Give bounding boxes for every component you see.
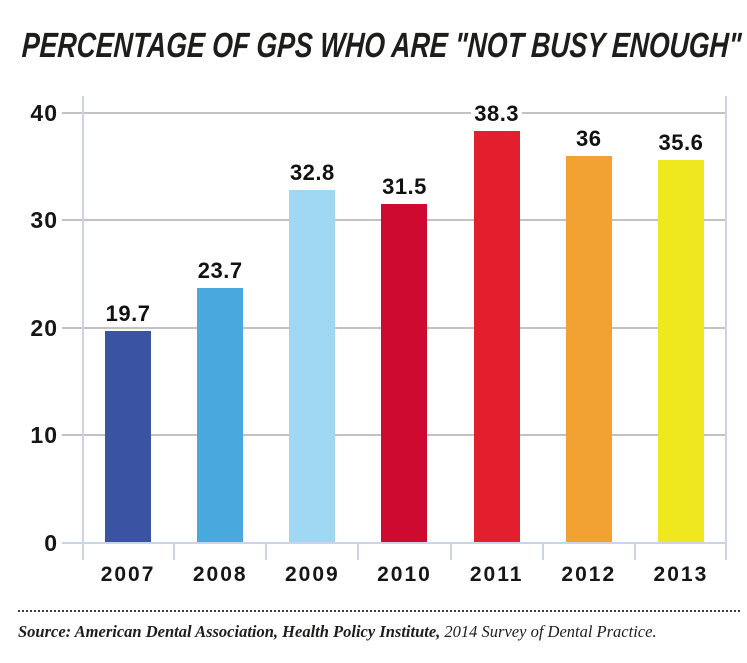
bar-2008 <box>197 287 244 543</box>
y-tick-label-0: 0 <box>44 530 58 556</box>
bars-container: 19.7 2007 23.7 2008 32.8 2009 31.5 2010 38.3 2011… <box>82 96 727 586</box>
x-axis-tick-1 <box>173 543 176 560</box>
gridline-40 <box>62 111 727 114</box>
bar-column-2011: 38.3 2011 <box>451 96 543 586</box>
bar-value-label-2009: 32.8 <box>266 160 358 185</box>
x-tick-label-2008: 2008 <box>192 563 248 586</box>
bar-column-2010: 31.5 2010 <box>358 96 450 586</box>
bar-column-2013: 35.6 2013 <box>635 96 727 586</box>
gridline-0 <box>62 542 727 544</box>
bar-value-text-2012: 36 <box>573 125 605 151</box>
source-note: Source: American Dental Association, Hea… <box>18 622 657 642</box>
y-axis-line <box>82 96 84 560</box>
bar-2007 <box>105 330 152 543</box>
x-tick-label-2013: 2013 <box>653 563 709 586</box>
bar-2011 <box>473 130 520 543</box>
x-axis-tick-2 <box>265 543 268 560</box>
bar-value-text-2008: 23.7 <box>194 257 246 283</box>
x-axis-tick-6 <box>633 543 636 560</box>
bar-value-label-2013: 35.6 <box>635 129 727 155</box>
x-tick-label-2009: 2009 <box>284 563 340 586</box>
bar-value-label-2012: 36 <box>543 125 635 151</box>
plot-right-border <box>725 96 727 560</box>
bar-2009 <box>289 190 336 543</box>
bar-value-text-2013: 35.6 <box>655 129 707 155</box>
x-tick-label-2011: 2011 <box>469 563 524 586</box>
bar-2010 <box>381 203 428 543</box>
chart-title: PERCENTAGE OF GPS WHO ARE "NOT BUSY ENOU… <box>20 26 743 65</box>
bar-value-text-2007: 19.7 <box>102 300 154 326</box>
x-tick-label-2007: 2007 <box>100 563 156 586</box>
x-axis-tick-4 <box>449 543 452 560</box>
x-tick-label-2010: 2010 <box>377 563 432 586</box>
bar-2012 <box>565 155 612 543</box>
y-tick-label-40: 40 <box>30 99 58 126</box>
bar-column-2012: 36 2012 <box>543 96 635 586</box>
y-tick-label-30: 30 <box>30 207 58 234</box>
x-tick-label-2012: 2012 <box>561 563 617 586</box>
x-axis-tick-3 <box>357 543 360 560</box>
bar-value-label-2007: 19.7 <box>82 300 174 326</box>
bar-value-text-2011: 38.3 <box>471 100 523 126</box>
x-axis-tick-5 <box>541 543 544 560</box>
bar-value-text-2009: 32.8 <box>286 160 338 185</box>
source-note-bold: Source: American Dental Association, Hea… <box>18 622 441 641</box>
bar-2013 <box>657 159 704 543</box>
dotted-divider <box>18 610 740 612</box>
bar-chart: 0 10 20 30 40 19.7 2007 23.7 2008 32.8 2009 31.5 20… <box>30 96 727 586</box>
bar-value-text-2010: 31.5 <box>379 173 430 199</box>
bar-column-2007: 19.7 2007 <box>82 96 174 586</box>
bar-value-label-2011: 38.3 <box>451 100 543 126</box>
y-tick-label-10: 10 <box>30 422 58 449</box>
bar-value-label-2008: 23.7 <box>174 257 266 283</box>
bar-column-2009: 32.8 2009 <box>266 96 358 586</box>
bar-column-2008: 23.7 2008 <box>174 96 266 586</box>
source-note-regular: 2014 Survey of Dental Practice. <box>440 622 657 641</box>
bar-value-label-2010: 31.5 <box>358 173 450 199</box>
y-tick-label-20: 20 <box>30 314 58 341</box>
